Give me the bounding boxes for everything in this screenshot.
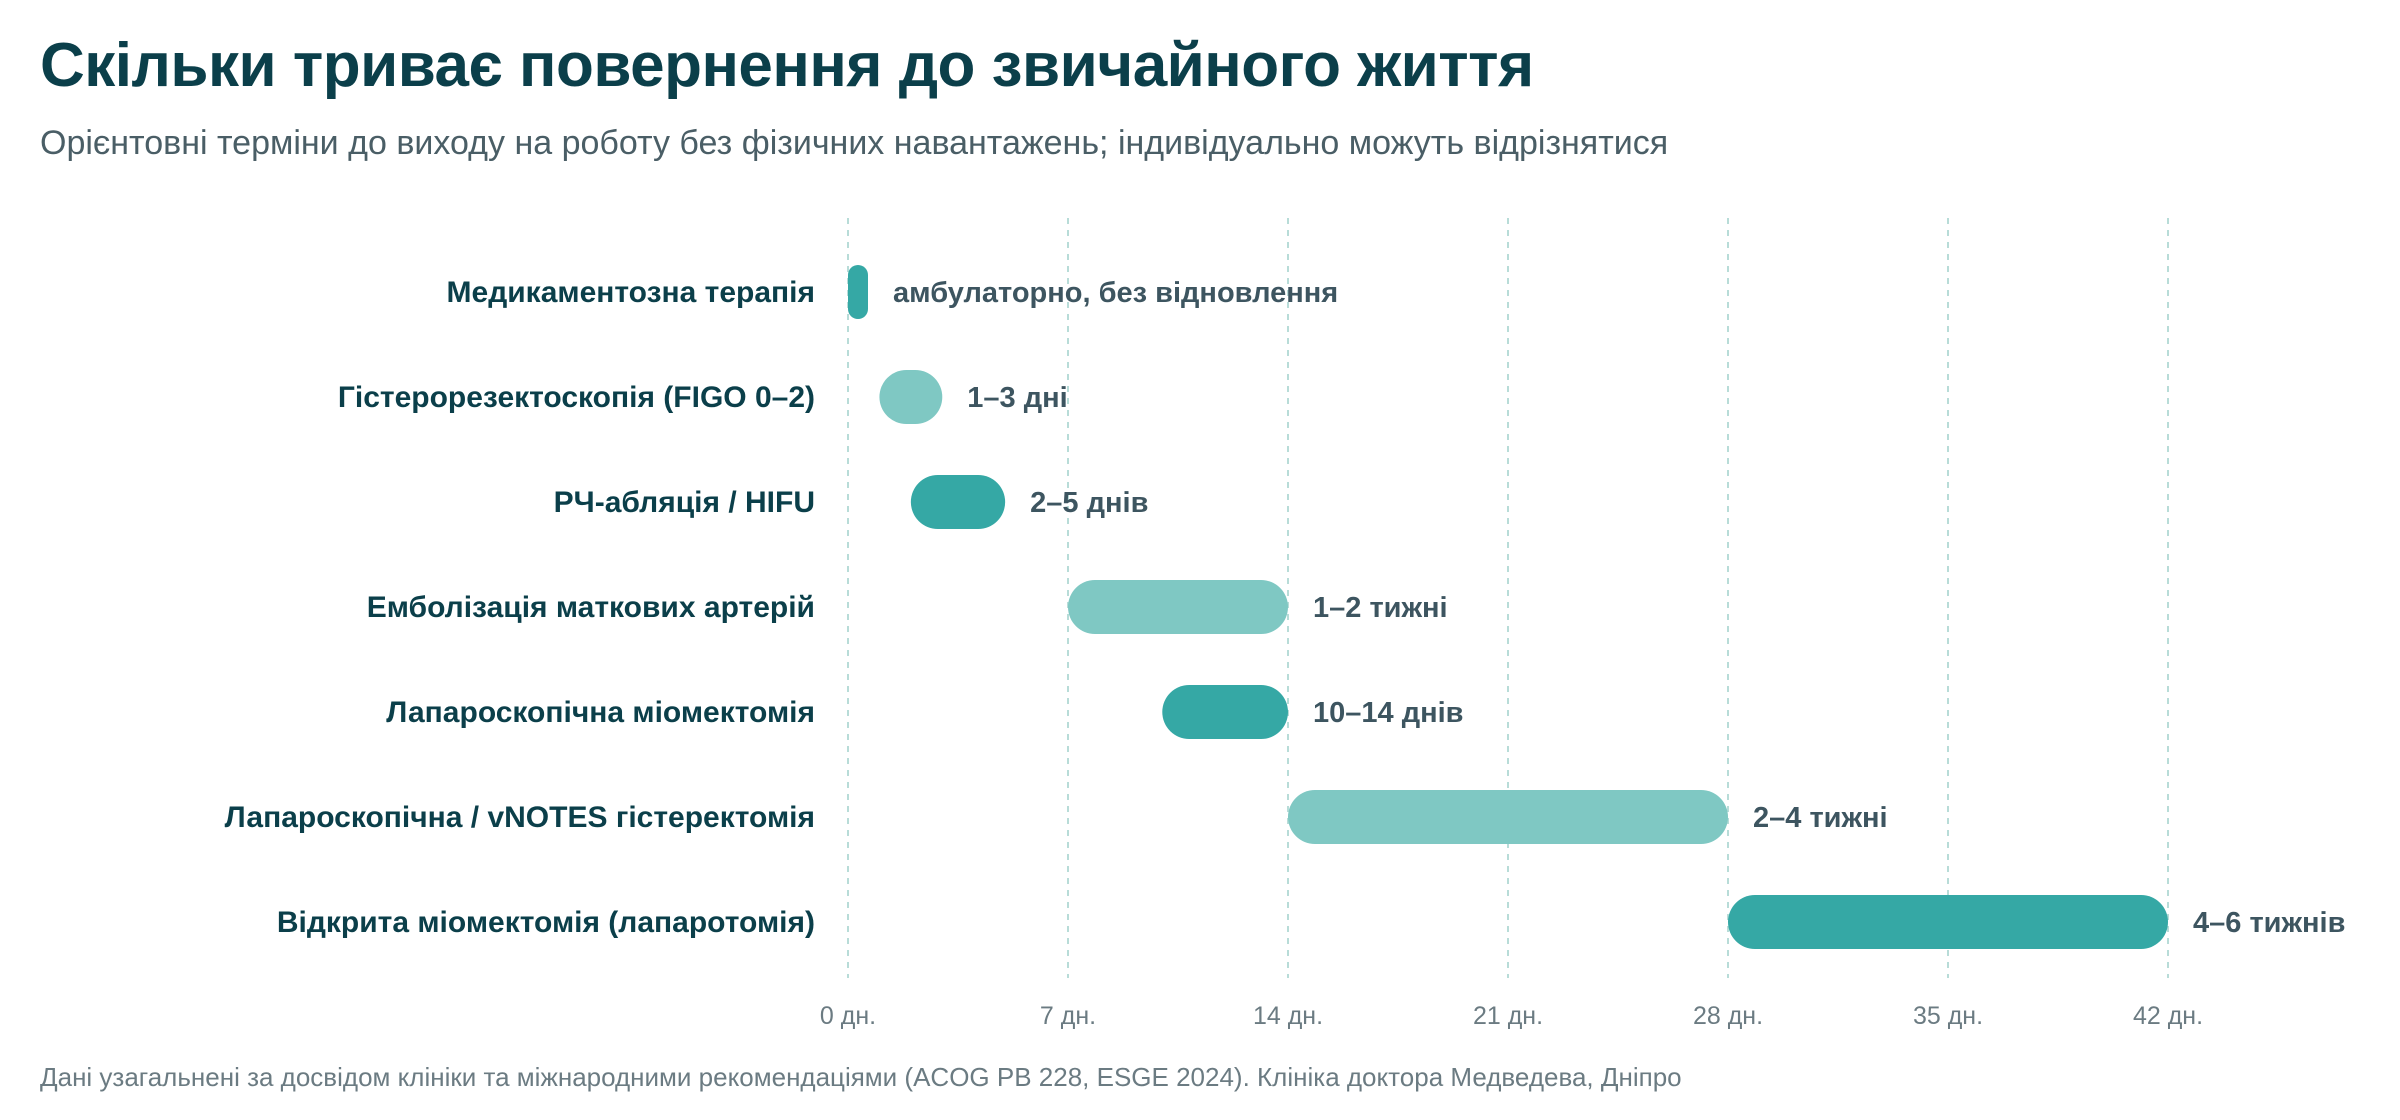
x-tick-label: 21 дн.: [1473, 1002, 1543, 1030]
category-label: РЧ-абляція / HIFU: [554, 486, 815, 519]
range-bar: [879, 370, 943, 424]
bar-value-label: 4–6 тижнів: [2193, 907, 2345, 939]
x-tick-label: 42 дн.: [2133, 1002, 2203, 1030]
bar-value-label: 2–4 тижні: [1753, 802, 1888, 834]
range-bar: [910, 475, 1006, 529]
category-label: Лапароскопічна міомектомія: [386, 696, 815, 729]
chart-subtitle: Орієнтовні терміни до виходу на роботу б…: [40, 124, 1669, 162]
range-bar: [1288, 790, 1728, 844]
source-footnote: Дані узагальнені за досвідом клініки та …: [40, 1062, 1682, 1092]
bar-value-label: 1–3 дні: [967, 382, 1067, 414]
x-tick-label: 28 дн.: [1693, 1002, 1763, 1030]
bar-value-label: 10–14 днів: [1313, 697, 1464, 729]
bar-layer: [848, 265, 2168, 949]
range-bar: [1068, 580, 1288, 634]
label-layer: Медикаментозна терапія амбулаторно, без в…: [225, 276, 2346, 939]
grid-layer: [847, 218, 2169, 978]
chart-title: Скільки триває повернення до звичайного …: [40, 31, 1534, 100]
x-tick-label: 0 дн.: [820, 1002, 876, 1030]
category-label: Лапароскопічна / vNOTES гістеректомія: [225, 801, 815, 834]
category-label: Емболізація маткових артерій: [367, 591, 815, 624]
x-tick-label: 35 дн.: [1913, 1002, 1983, 1030]
range-bar: [1162, 685, 1288, 739]
range-bar: [1728, 895, 2168, 949]
x-axis-ticks: 0 дн. 7 дн. 14 дн. 21 дн. 28 дн. 35 дн. 42 дн.: [820, 1002, 2203, 1030]
category-label: Медикаментозна терапія: [447, 276, 815, 309]
category-label: Гістерорезектоскопія (FIGO 0–2): [338, 381, 815, 414]
x-tick-label: 7 дн.: [1040, 1002, 1096, 1030]
bar-value-label: 2–5 днів: [1030, 487, 1148, 519]
x-tick-label: 14 дн.: [1253, 1002, 1323, 1030]
bar-value-label: амбулаторно, без відновлення: [893, 277, 1338, 309]
category-label: Відкрита міомектомія (лапаротомія): [277, 906, 815, 939]
range-bar: [848, 265, 868, 319]
range-bar-chart: Медикаментозна терапія амбулаторно, без в…: [225, 218, 2346, 1030]
bar-value-label: 1–2 тижні: [1313, 592, 1448, 624]
